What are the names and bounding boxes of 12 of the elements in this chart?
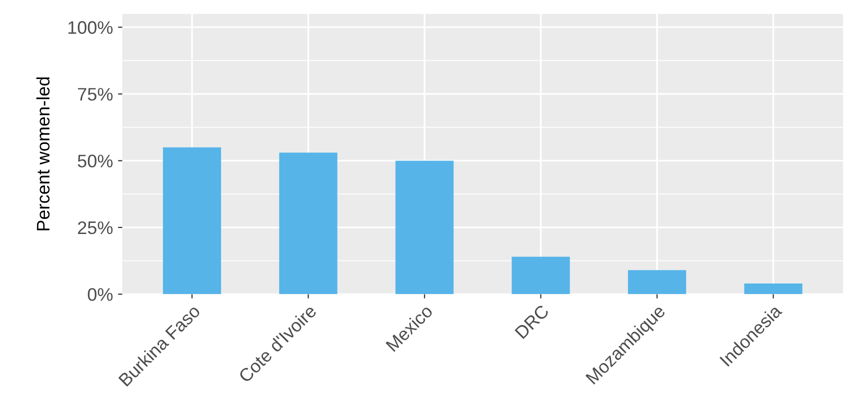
y-tick-label: 75% (78, 88, 113, 101)
y-tick-label: 100% (68, 21, 113, 34)
y-axis-title: Percent women-led (36, 77, 50, 230)
bar (162, 147, 222, 294)
bar (395, 160, 454, 294)
bar (744, 283, 802, 294)
y-tick-label: 25% (78, 221, 113, 234)
bar (628, 270, 686, 294)
y-tick-label: 50% (78, 154, 113, 168)
y-tick-label: 0% (88, 288, 113, 301)
bar (512, 256, 570, 294)
bar (279, 152, 338, 294)
